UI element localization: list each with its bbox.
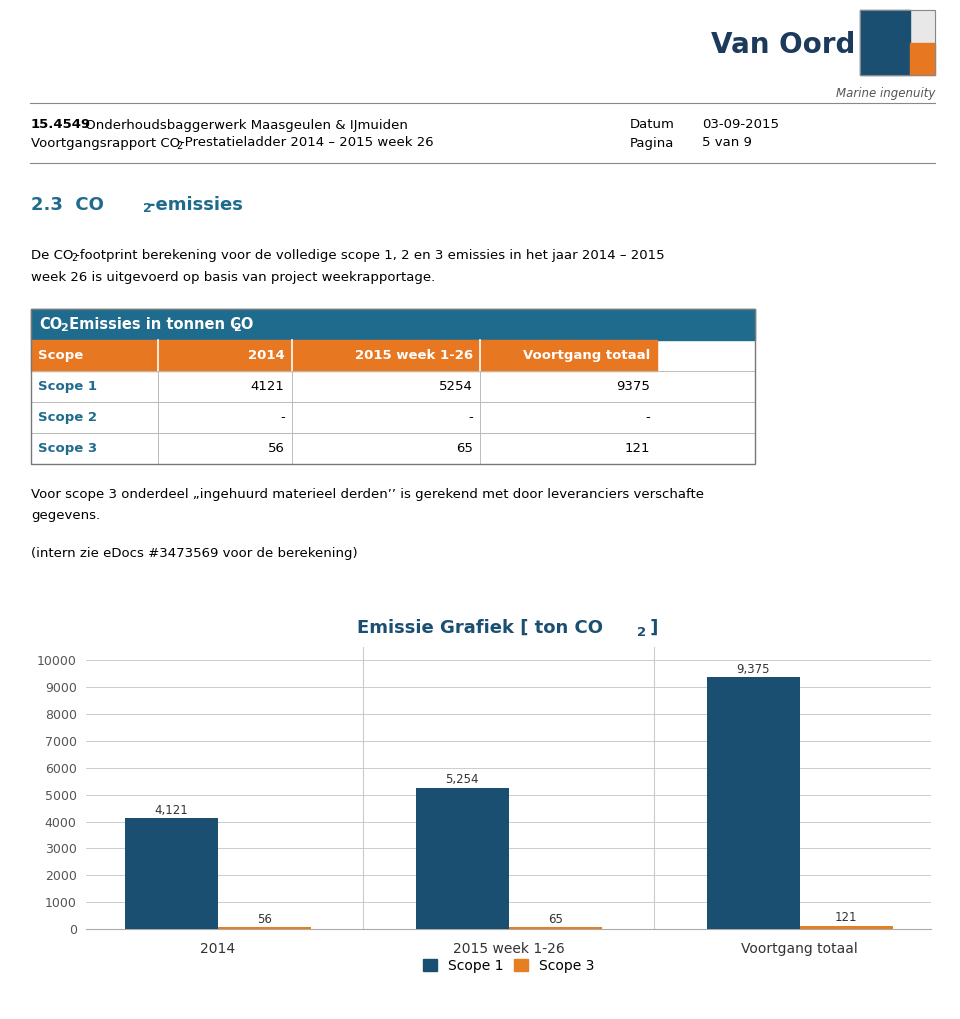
Text: -emissies: -emissies — [148, 196, 243, 214]
Text: Voortgang totaal: Voortgang totaal — [523, 348, 650, 362]
Text: -: - — [645, 411, 650, 424]
Bar — [707, 678, 800, 929]
Text: 2: 2 — [177, 141, 182, 151]
Text: 65: 65 — [548, 913, 563, 925]
Text: 03-09-2015: 03-09-2015 — [702, 118, 779, 131]
Bar — [292, 340, 480, 371]
Text: Scope 2: Scope 2 — [38, 411, 97, 424]
Text: 9375: 9375 — [616, 380, 650, 393]
Bar — [218, 927, 311, 929]
Text: Pagina: Pagina — [630, 137, 674, 150]
Text: -: - — [280, 411, 284, 424]
Bar — [480, 340, 658, 371]
Text: 65: 65 — [456, 442, 473, 455]
Text: Van Oord: Van Oord — [710, 31, 855, 59]
Text: 5 van 9: 5 van 9 — [702, 137, 752, 150]
Bar — [509, 927, 602, 929]
Text: 2: 2 — [71, 253, 78, 263]
Text: 15.4549: 15.4549 — [31, 118, 91, 131]
Text: -Prestatieladder 2014 – 2015 week 26: -Prestatieladder 2014 – 2015 week 26 — [180, 137, 434, 150]
Bar — [157, 340, 292, 371]
Text: Voortgangsrapport CO: Voortgangsrapport CO — [31, 137, 180, 150]
Text: -footprint berekening voor de volledige scope 1, 2 en 3 emissies in het jaar 201: -footprint berekening voor de volledige … — [75, 249, 664, 262]
Text: CO: CO — [39, 317, 62, 332]
Text: Marine ingenuity: Marine ingenuity — [835, 87, 935, 100]
Bar — [31, 309, 755, 464]
Text: Scope 1: Scope 1 — [38, 380, 97, 393]
Text: 2: 2 — [143, 203, 152, 215]
Text: 4121: 4121 — [251, 380, 284, 393]
Text: 56: 56 — [257, 913, 272, 926]
Text: 5,254: 5,254 — [445, 773, 479, 787]
Bar — [31, 309, 755, 340]
Legend: Scope 1, Scope 3: Scope 1, Scope 3 — [422, 959, 595, 973]
Text: Emissie Grafiek [ ton CO: Emissie Grafiek [ ton CO — [357, 619, 603, 637]
Bar — [860, 10, 935, 75]
Text: (intern zie eDocs #3473569 voor de berekening): (intern zie eDocs #3473569 voor de berek… — [31, 547, 358, 560]
Text: 5254: 5254 — [439, 380, 473, 393]
Bar — [31, 371, 755, 403]
Text: 2014: 2014 — [248, 348, 284, 362]
Text: Onderhoudsbaggerwerk Maasgeulen & IJmuiden: Onderhoudsbaggerwerk Maasgeulen & IJmuid… — [81, 118, 408, 131]
Text: Emissies in tonnen CO: Emissies in tonnen CO — [63, 317, 252, 332]
Text: 56: 56 — [268, 442, 284, 455]
Bar — [416, 788, 509, 929]
Bar — [910, 43, 935, 75]
Text: 121: 121 — [835, 911, 857, 924]
Text: Scope 3: Scope 3 — [38, 442, 97, 455]
Text: ]: ] — [644, 619, 659, 637]
Text: -: - — [468, 411, 473, 424]
Text: De CO: De CO — [31, 249, 73, 262]
Bar — [125, 818, 218, 929]
Bar — [31, 433, 755, 464]
Text: week 26 is uitgevoerd op basis van project weekrapportage.: week 26 is uitgevoerd op basis van proje… — [31, 270, 435, 283]
Bar — [800, 925, 893, 929]
Text: 2: 2 — [637, 626, 647, 639]
Text: 2015 week 1-26: 2015 week 1-26 — [355, 348, 473, 362]
Bar — [31, 403, 755, 433]
Text: 2.3  CO: 2.3 CO — [31, 196, 104, 214]
Text: 9,375: 9,375 — [736, 662, 770, 676]
Text: gegevens.: gegevens. — [31, 510, 100, 523]
Text: Scope: Scope — [38, 348, 84, 362]
Bar — [31, 340, 157, 371]
Text: 2: 2 — [60, 323, 68, 333]
Text: 2: 2 — [233, 323, 241, 333]
Bar — [860, 10, 910, 75]
Bar — [860, 10, 935, 75]
Text: Datum: Datum — [630, 118, 675, 131]
Text: Voor scope 3 onderdeel „ingehuurd materieel derden’’ is gerekend met door levera: Voor scope 3 onderdeel „ingehuurd materi… — [31, 487, 704, 500]
Text: 4,121: 4,121 — [155, 804, 188, 816]
Text: 121: 121 — [625, 442, 650, 455]
